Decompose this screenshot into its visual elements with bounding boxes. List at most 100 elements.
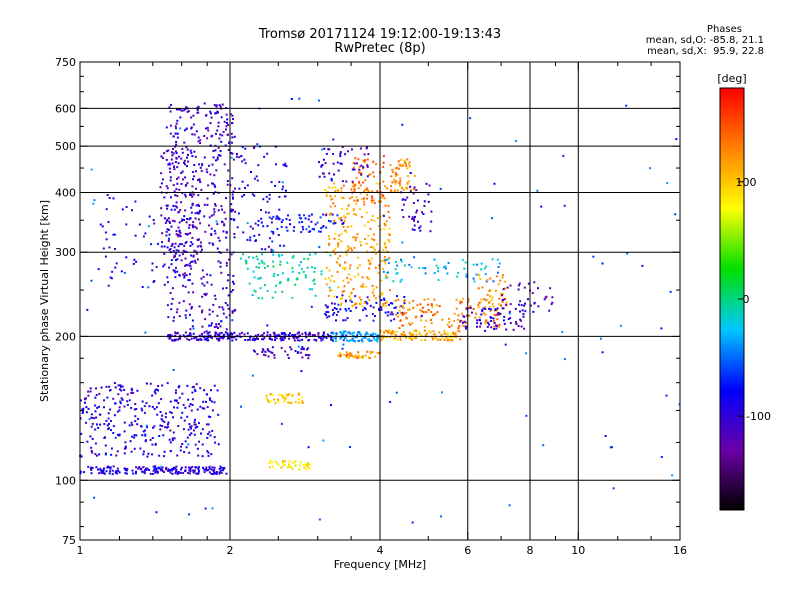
data-point: [203, 102, 206, 105]
data-point: [214, 185, 217, 188]
data-point: [252, 349, 255, 352]
data-point: [373, 233, 375, 236]
data-point: [273, 332, 276, 335]
data-point: [271, 240, 274, 243]
data-point: [398, 184, 401, 187]
data-point: [218, 239, 221, 242]
data-point: [166, 228, 169, 231]
data-point: [352, 288, 355, 291]
data-point: [249, 225, 252, 228]
data-point: [124, 445, 127, 448]
data-point: [388, 227, 391, 230]
data-point: [278, 195, 281, 198]
data-point: [343, 353, 345, 356]
data-point: [263, 337, 266, 340]
data-point: [308, 230, 311, 233]
data-point: [344, 299, 347, 302]
data-point: [232, 158, 235, 161]
data-point: [292, 255, 295, 258]
data-point: [180, 466, 183, 469]
data-point: [329, 254, 332, 257]
data-point: [202, 400, 205, 403]
data-point: [184, 406, 187, 409]
data-point: [186, 156, 188, 159]
data-point: [195, 204, 198, 207]
data-point: [480, 322, 482, 325]
data-point: [342, 184, 345, 187]
data-point: [298, 393, 301, 396]
data-point: [171, 437, 174, 440]
data-point: [505, 301, 508, 304]
data-point: [264, 266, 266, 269]
data-point: [260, 248, 263, 251]
data-point: [328, 315, 331, 318]
data-point: [452, 333, 455, 336]
data-point: [149, 382, 152, 385]
data-point: [420, 319, 422, 322]
phase-stats-x-mode: mean, sd,X: 95.9, 22.8: [647, 46, 764, 57]
data-point: [398, 163, 401, 166]
data-point: [406, 167, 409, 170]
data-point: [253, 234, 256, 237]
data-point: [174, 276, 177, 279]
data-point: [184, 285, 187, 288]
data-point: [454, 332, 457, 335]
data-point: [492, 317, 495, 320]
data-point: [441, 336, 444, 339]
data-point: [194, 390, 197, 393]
data-point: [306, 462, 309, 465]
data-point: [164, 221, 167, 224]
data-point: [256, 258, 259, 261]
data-point: [210, 389, 212, 392]
data-point: [480, 268, 483, 271]
data-point: [170, 259, 173, 261]
data-point: [490, 317, 493, 319]
data-point: [370, 339, 373, 342]
data-point: [278, 208, 281, 211]
data-point: [206, 450, 209, 453]
data-point: [461, 259, 464, 262]
data-point: [144, 232, 147, 235]
data-point: [387, 271, 390, 274]
data-point: [484, 313, 487, 316]
data-point: [271, 394, 274, 396]
data-point: [415, 211, 418, 214]
data-point: [210, 473, 213, 475]
data-point: [489, 289, 492, 292]
data-point: [202, 466, 204, 469]
data-point: [242, 253, 245, 256]
data-point: [412, 333, 415, 336]
data-point: [446, 323, 449, 326]
data-point: [397, 160, 400, 163]
data-point: [542, 444, 545, 447]
data-point: [342, 197, 345, 199]
data-point: [430, 318, 432, 321]
data-point: [350, 148, 353, 151]
data-point: [273, 398, 276, 401]
data-point: [312, 334, 314, 337]
data-point: [435, 304, 438, 307]
data-point: [331, 302, 333, 305]
data-point: [212, 182, 215, 185]
data-point: [388, 257, 391, 260]
data-point: [219, 154, 222, 157]
data-point: [268, 350, 271, 353]
data-point: [171, 287, 174, 290]
data-point: [188, 218, 191, 221]
data-point: [537, 305, 540, 308]
data-point: [173, 190, 176, 193]
data-point: [427, 298, 430, 300]
data-point: [339, 255, 342, 257]
data-point: [206, 281, 209, 284]
data-point: [179, 209, 182, 212]
data-point: [106, 424, 109, 427]
data-point: [126, 393, 129, 396]
data-point: [332, 313, 335, 316]
data-point: [171, 469, 174, 472]
data-point: [140, 407, 143, 410]
data-point: [210, 116, 213, 119]
data-point: [375, 252, 378, 255]
data-point: [222, 130, 225, 133]
data-point: [153, 222, 156, 225]
data-point: [169, 471, 172, 474]
